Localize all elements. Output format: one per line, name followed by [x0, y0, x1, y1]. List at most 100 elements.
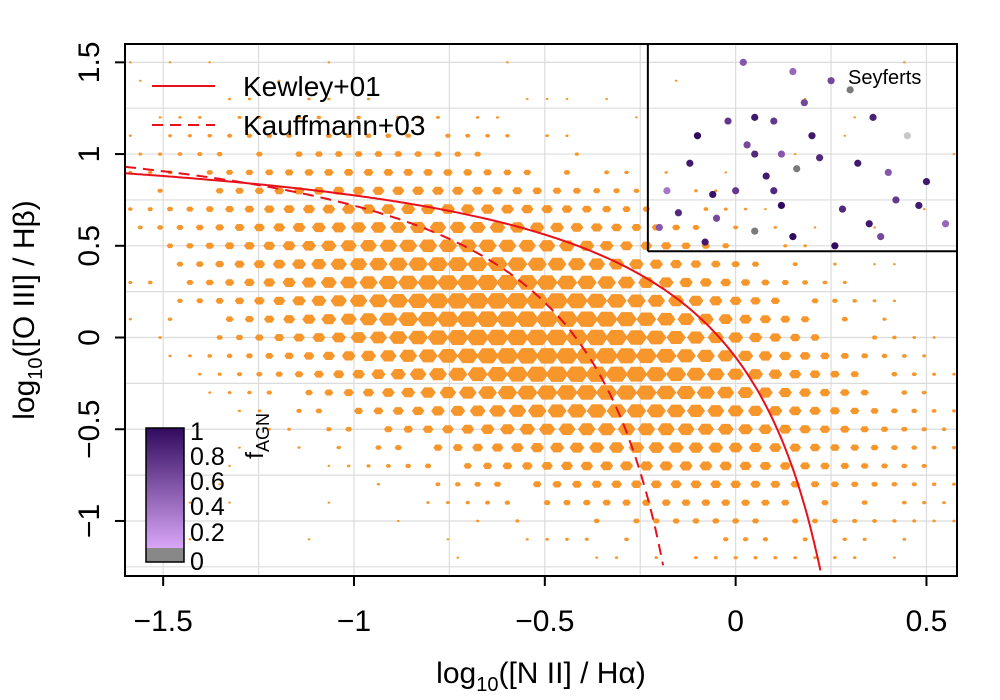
hexbin-cell	[297, 446, 301, 449]
hexbin-cell	[763, 208, 767, 211]
hexbin-cell	[225, 206, 235, 213]
hexbin-cell	[687, 331, 705, 344]
hexbin-cell	[118, 226, 123, 229]
agn-point	[800, 99, 808, 107]
hexbin-cell	[352, 186, 365, 195]
hexbin-cell	[659, 461, 673, 471]
hexbin-cell	[147, 170, 153, 175]
hexbin-cell	[860, 389, 869, 396]
hexbin-cell	[516, 275, 539, 290]
hexbin-cell	[225, 169, 234, 175]
hexbin-cell	[398, 275, 419, 290]
hexbin-cell	[664, 171, 669, 174]
hexbin-cell	[385, 133, 392, 138]
hexbin-cell	[839, 425, 850, 433]
hexbin-cell	[727, 405, 744, 417]
hexbin-cell	[366, 97, 371, 101]
hexbin-cell	[465, 133, 471, 138]
hexbin-cell	[273, 223, 286, 232]
hexbin-cell	[168, 61, 172, 64]
hexbin-cell	[820, 352, 830, 360]
hexbin-cell	[341, 204, 356, 214]
hexbin-cell	[743, 207, 748, 211]
hexbin-cell	[728, 332, 744, 343]
hexbin-cell	[614, 556, 619, 559]
hexbin-cell	[709, 296, 723, 306]
hexbin-cell	[672, 224, 681, 231]
hexbin-cell	[595, 311, 618, 327]
hexbin-cell	[620, 241, 633, 251]
hexbin-cell	[311, 295, 327, 306]
hexbin-cell	[902, 537, 907, 541]
hexbin-cell	[383, 169, 394, 176]
hexbin-cell	[626, 404, 647, 418]
hexbin-cell	[800, 316, 810, 323]
hexbin-cell	[575, 311, 599, 327]
hexbin-cell	[582, 499, 591, 506]
hexbin-cell	[293, 333, 305, 342]
hexbin-cell	[515, 348, 539, 364]
agn-point	[777, 201, 786, 210]
hexbin-cell	[187, 354, 193, 358]
hexbin-cell	[830, 481, 840, 488]
hexbin-cell	[722, 243, 730, 249]
hexbin-cell	[166, 243, 174, 249]
hexbin-cell	[853, 116, 857, 119]
hexbin-cell	[456, 275, 479, 290]
hexbin-cell	[385, 464, 391, 468]
hexbin-cell	[831, 518, 838, 524]
hexbin-cell	[399, 349, 418, 362]
hexbin-cell	[788, 406, 802, 416]
hexbin-cell	[418, 239, 438, 252]
hexbin-cell	[901, 390, 908, 395]
hexbin-cell	[467, 257, 488, 272]
hexbin-cell	[505, 134, 510, 138]
agn-point	[732, 187, 740, 195]
hexbin-cell	[327, 501, 331, 504]
hexbin-cell	[208, 61, 212, 64]
hexbin-cell	[591, 480, 602, 488]
hexbin-cell	[721, 499, 731, 506]
hexbin-cell	[119, 43, 122, 45]
hexbin-cell	[739, 461, 752, 471]
hexbin-cell	[688, 442, 704, 453]
hexbin-cell	[581, 205, 592, 213]
hexbin-cell	[788, 370, 802, 379]
hexbin-cell	[415, 115, 421, 119]
hexbin-cell	[478, 239, 497, 252]
hexbin-cell	[641, 499, 651, 506]
hexbin-cell	[498, 239, 517, 252]
hexbin-cell	[717, 423, 734, 435]
hexbin-cell	[727, 368, 744, 380]
hexbin-cell	[803, 244, 808, 248]
hexbin-cell	[962, 135, 965, 137]
hexbin-cell	[962, 355, 965, 357]
hexbin-cell	[186, 206, 194, 212]
hexbin-cell	[802, 537, 808, 542]
hexbin-cell	[703, 207, 709, 211]
hexbin-cell	[307, 538, 311, 541]
hexbin-cell	[681, 242, 691, 249]
y-tick-label: −0.5	[73, 400, 106, 459]
hexbin-cell	[852, 299, 858, 303]
hexbin-cell	[565, 293, 588, 309]
hexbin-cell	[395, 115, 401, 119]
hexbin-cell	[870, 408, 879, 414]
hexbin-cell	[128, 318, 133, 321]
hexbin-cell	[606, 404, 627, 418]
hexbin-cell	[819, 388, 831, 397]
hexbin-cell	[952, 153, 956, 156]
agn-point	[663, 187, 671, 195]
agn-point	[865, 220, 873, 228]
hexbin-cell	[463, 169, 473, 176]
hexbin-cell	[388, 294, 409, 308]
hexbin-cell	[892, 263, 896, 266]
hexbin-cell	[286, 133, 293, 138]
hexbin-cell	[676, 349, 696, 363]
hexbin-cell	[323, 169, 334, 176]
hexbin-cell	[218, 483, 222, 486]
hexbin-cell	[489, 222, 506, 233]
hexbin-cell	[512, 187, 523, 195]
hexbin-cell	[655, 348, 677, 363]
hexbin-cell	[720, 278, 732, 287]
